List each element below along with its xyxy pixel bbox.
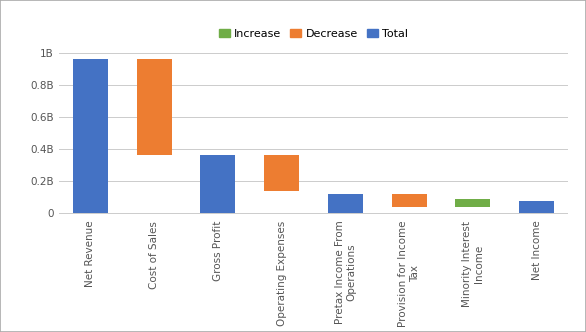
Bar xyxy=(73,59,108,212)
Bar xyxy=(137,59,172,155)
Bar xyxy=(519,202,554,212)
Bar xyxy=(455,199,490,207)
Bar xyxy=(264,155,299,191)
Bar xyxy=(328,194,363,212)
Bar xyxy=(200,155,236,212)
Bar xyxy=(391,194,427,207)
Legend: Increase, Decrease, Total: Increase, Decrease, Total xyxy=(214,24,413,43)
